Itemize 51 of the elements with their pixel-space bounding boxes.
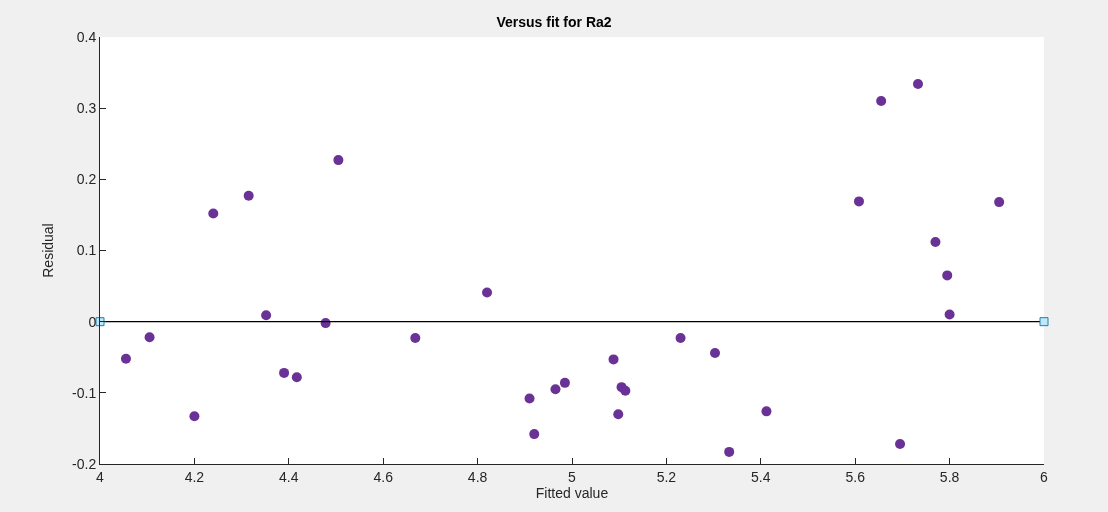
point: [761, 406, 772, 417]
x-tick-label: 4.8: [467, 468, 488, 485]
x-tick-label: 4.6: [373, 468, 394, 485]
point: [333, 155, 344, 166]
x-tick-label: 4.2: [184, 468, 205, 485]
point: [291, 372, 302, 383]
x-tick-label: 5.2: [656, 468, 677, 485]
point: [944, 309, 955, 320]
y-tick-label: 0.1: [76, 242, 97, 259]
x-tick-label: 5: [568, 468, 577, 485]
point: [144, 332, 155, 343]
x-tick-label: 5.8: [939, 468, 960, 485]
point: [524, 393, 535, 404]
y-tick-label: -0.1: [72, 384, 97, 401]
chart-title: Versus fit for Ra2: [496, 13, 612, 30]
point: [120, 353, 131, 364]
point: [724, 446, 735, 457]
point: [482, 287, 493, 298]
x-tick-label: 4.4: [279, 468, 299, 485]
point: [608, 354, 619, 365]
point: [279, 367, 290, 378]
point: [912, 78, 923, 89]
x-tick-label: 5.4: [751, 468, 771, 485]
point: [930, 236, 941, 247]
point: [559, 377, 570, 388]
x-tick-label: 4: [96, 468, 105, 485]
y-tick-label: 0.2: [76, 171, 97, 188]
point: [243, 190, 254, 201]
point: [876, 96, 887, 107]
y-tick-label: 0: [88, 313, 97, 330]
point: [208, 208, 219, 219]
point: [853, 196, 864, 207]
y-tick-label: 0.4: [76, 28, 97, 45]
x-axis-title: Fitted value: [535, 485, 609, 502]
point: [675, 333, 686, 344]
point: [613, 409, 624, 420]
point: [261, 310, 272, 321]
x-tick-label: 6: [1040, 468, 1049, 485]
x-tick-label: 5.6: [845, 468, 866, 485]
y-tick-label: -0.2: [72, 455, 97, 472]
point: [620, 385, 631, 396]
y-tick-label: 0.3: [76, 100, 97, 117]
point: [410, 333, 421, 344]
point: [895, 439, 906, 450]
point: [529, 429, 540, 440]
point: [710, 347, 721, 358]
point: [550, 384, 561, 395]
point: [189, 411, 200, 422]
point: [942, 270, 953, 281]
y-axis-title: Residual: [39, 223, 56, 278]
point: [994, 197, 1005, 208]
